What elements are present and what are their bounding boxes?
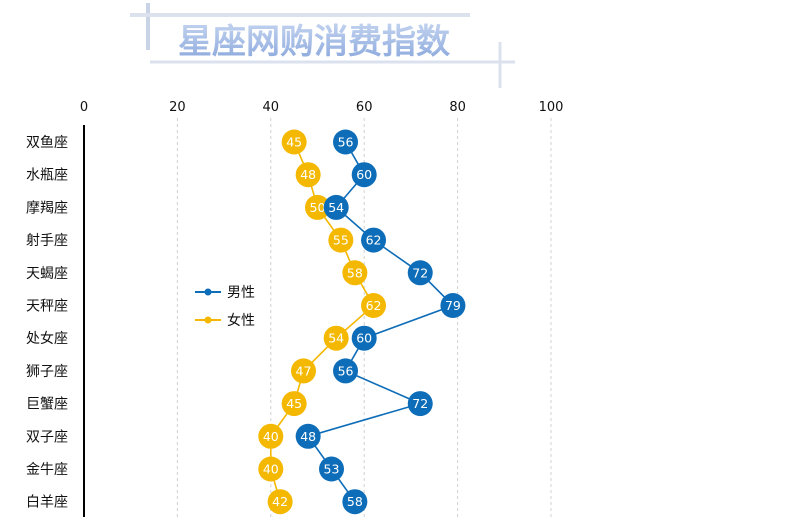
data-label: 56 — [338, 135, 354, 150]
data-label: 48 — [300, 429, 316, 444]
data-point — [407, 391, 433, 417]
category-label: 金牛座 — [26, 462, 68, 478]
data-point — [333, 129, 359, 155]
category-label: 天秤座 — [26, 299, 68, 315]
data-label: 58 — [347, 494, 363, 509]
data-point — [333, 358, 359, 384]
data-label: 50 — [310, 200, 326, 215]
category-label: 天蝎座 — [26, 266, 68, 282]
legend-marker — [204, 288, 212, 296]
data-point — [290, 358, 316, 384]
data-label: 53 — [324, 462, 340, 477]
category-label: 白羊座 — [26, 495, 68, 511]
data-label: 62 — [366, 233, 382, 248]
data-point — [440, 293, 466, 318]
category-label: 巨蟹座 — [26, 397, 68, 413]
data-label: 42 — [272, 494, 288, 509]
data-label: 72 — [412, 396, 428, 411]
legend-label: 男性 — [227, 285, 255, 301]
data-point — [407, 260, 433, 286]
category-label: 处女座 — [26, 330, 68, 347]
data-point — [281, 391, 307, 417]
data-label: 56 — [338, 363, 354, 378]
data-label: 40 — [263, 429, 279, 444]
x-tick-label: 40 — [263, 100, 280, 115]
data-point — [361, 227, 387, 253]
x-tick-label: 100 — [539, 100, 564, 115]
data-point — [351, 162, 377, 188]
data-point — [328, 227, 354, 253]
data-point — [323, 325, 349, 351]
data-label: 62 — [366, 298, 382, 313]
data-label: 45 — [286, 396, 302, 411]
series-female: 45 48 50 55 58 62 54 47 45 40 40 42 — [258, 129, 387, 515]
data-point — [342, 489, 368, 515]
x-tick-label: 0 — [80, 100, 88, 115]
category-label: 摩羯座 — [26, 199, 68, 216]
data-point — [258, 456, 284, 482]
data-label: 40 — [263, 462, 279, 477]
data-point — [342, 260, 368, 286]
data-label: 79 — [445, 298, 461, 313]
title-decoration — [130, 3, 515, 88]
legend-item: 男性 — [195, 285, 255, 301]
data-point — [281, 129, 307, 155]
legend-marker — [204, 316, 212, 324]
data-point — [305, 194, 330, 220]
data-point — [295, 162, 321, 188]
data-label: 60 — [356, 167, 372, 182]
legend-item: 女性 — [195, 312, 255, 329]
data-point — [351, 325, 377, 351]
series-line — [306, 141, 455, 503]
data-label: 58 — [347, 265, 363, 280]
data-point — [258, 423, 284, 449]
data-label: 45 — [286, 135, 302, 150]
data-label: 54 — [328, 331, 344, 346]
category-label: 双鱼座 — [26, 134, 68, 151]
data-label: 60 — [356, 331, 372, 346]
data-label: 47 — [296, 363, 312, 378]
data-point — [323, 194, 349, 220]
x-tick-label: 60 — [356, 100, 373, 115]
data-label: 48 — [300, 167, 316, 182]
data-point — [267, 489, 293, 515]
data-label: 54 — [328, 200, 344, 215]
category-label: 水瓶座 — [26, 168, 68, 184]
x-tick-label: 80 — [449, 100, 466, 115]
data-label: 55 — [333, 233, 349, 248]
data-label: 72 — [412, 265, 428, 280]
category-label: 双子座 — [26, 429, 68, 445]
data-point — [295, 423, 321, 449]
x-tick-label: 20 — [169, 100, 186, 115]
data-point — [361, 293, 387, 318]
legend-label: 女性 — [227, 312, 255, 329]
category-label: 狮子座 — [26, 364, 68, 380]
series-male: 56 60 54 62 72 79 60 56 72 48 53 58 — [295, 129, 466, 515]
data-point — [319, 456, 345, 482]
category-label: 射手座 — [26, 233, 68, 249]
chart-title: 星座网购消费指数 — [178, 22, 450, 62]
